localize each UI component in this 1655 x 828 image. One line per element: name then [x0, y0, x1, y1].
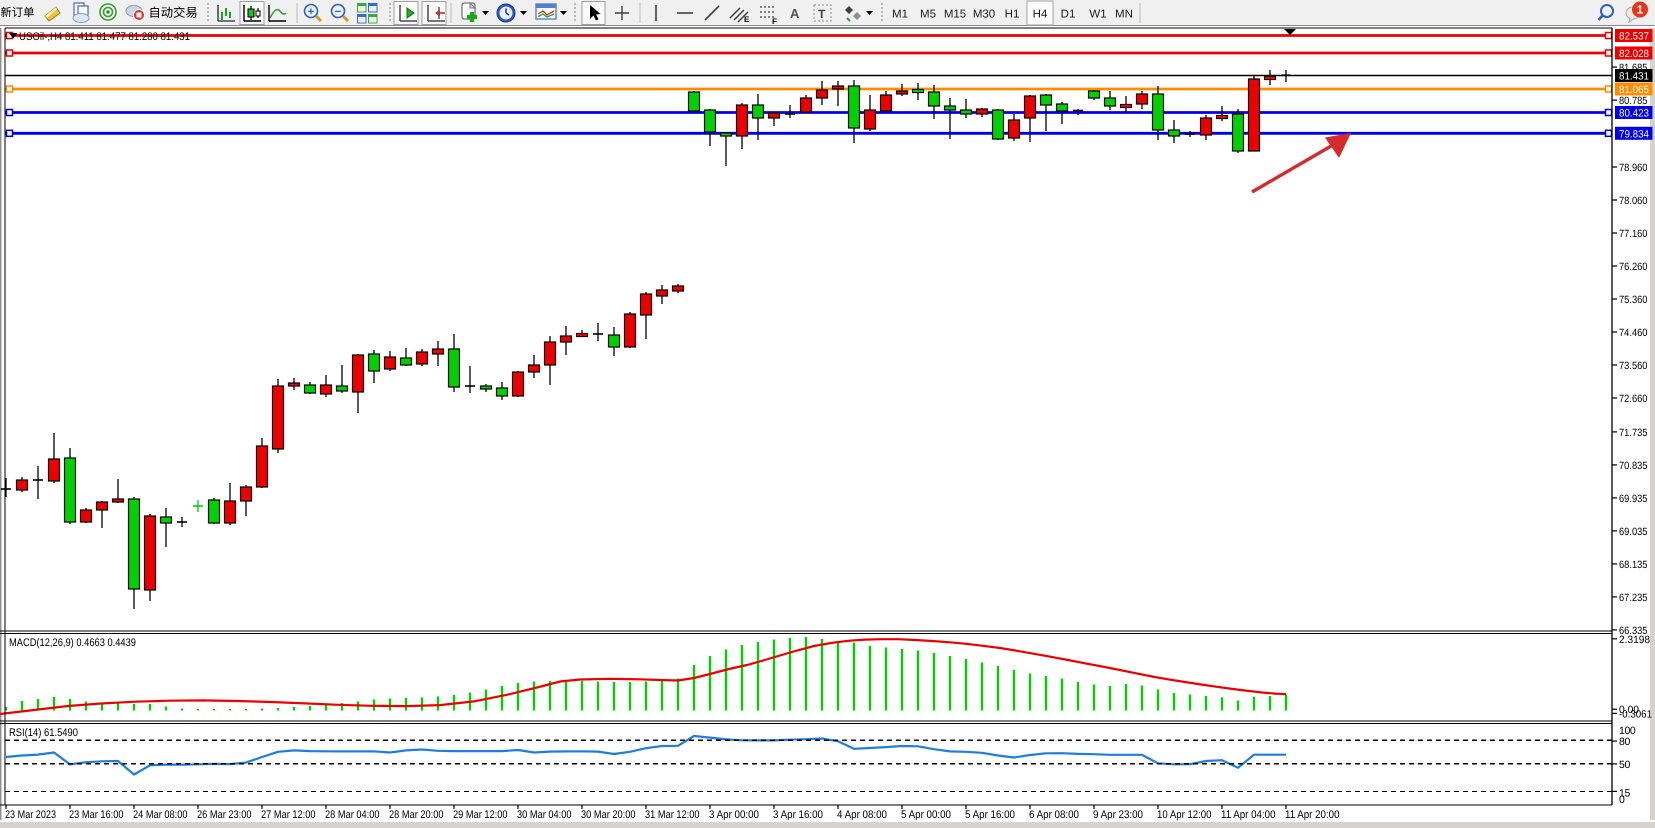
- svg-text:28 Mar 20:00: 28 Mar 20:00: [389, 809, 444, 821]
- svg-text:T: T: [818, 7, 826, 21]
- svg-text:M15: M15: [944, 9, 966, 21]
- svg-text:E: E: [744, 15, 750, 24]
- svg-text:50: 50: [1619, 759, 1630, 771]
- svg-text:78.960: 78.960: [1619, 162, 1648, 174]
- svg-text:70.835: 70.835: [1619, 460, 1648, 472]
- svg-text:76.260: 76.260: [1619, 261, 1648, 273]
- svg-text:66.335: 66.335: [1619, 625, 1648, 637]
- svg-text:80.785: 80.785: [1619, 95, 1648, 107]
- svg-text:30 Mar 04:00: 30 Mar 04:00: [517, 809, 572, 821]
- svg-text:F: F: [772, 17, 777, 26]
- svg-text:M1: M1: [892, 9, 908, 21]
- svg-text:USOil-,H4 81.411 81.477 81.28: USOil-,H4 81.411 81.477 81.280 81.431: [19, 31, 190, 43]
- svg-text:69.935: 69.935: [1619, 493, 1648, 505]
- svg-text:30 Mar 20:00: 30 Mar 20:00: [581, 809, 636, 821]
- svg-text:MN: MN: [1115, 9, 1133, 21]
- svg-text:72.660: 72.660: [1619, 393, 1648, 405]
- svg-text:9 Apr 23:00: 9 Apr 23:00: [1093, 809, 1143, 821]
- svg-text:M5: M5: [920, 9, 936, 21]
- svg-text:81.065: 81.065: [1619, 84, 1649, 96]
- svg-text:77.160: 77.160: [1619, 228, 1648, 240]
- svg-text:82.537: 82.537: [1619, 31, 1649, 43]
- svg-text:RSI(14) 61.5490: RSI(14) 61.5490: [9, 727, 78, 739]
- svg-text:W1: W1: [1089, 9, 1106, 21]
- svg-text:24 Mar 08:00: 24 Mar 08:00: [133, 809, 188, 821]
- svg-text:5 Apr 16:00: 5 Apr 16:00: [965, 809, 1015, 821]
- svg-text:-0.3061: -0.3061: [1619, 708, 1652, 720]
- svg-text:79.834: 79.834: [1619, 128, 1649, 140]
- svg-text:80.423: 80.423: [1619, 108, 1649, 120]
- svg-text:15: 15: [1619, 788, 1630, 800]
- svg-text:26 Mar 23:00: 26 Mar 23:00: [197, 809, 252, 821]
- svg-text:5 Apr 00:00: 5 Apr 00:00: [901, 809, 951, 821]
- svg-text:82.028: 82.028: [1619, 48, 1649, 60]
- svg-text:11 Apr 04:00: 11 Apr 04:00: [1221, 809, 1276, 821]
- svg-text:31 Mar 12:00: 31 Mar 12:00: [645, 809, 700, 821]
- svg-text:23 Mar 16:00: 23 Mar 16:00: [69, 809, 124, 821]
- svg-text:0.00: 0.00: [1619, 704, 1639, 716]
- svg-text:81.431: 81.431: [1619, 71, 1649, 83]
- svg-text:68.135: 68.135: [1619, 559, 1648, 571]
- svg-text:67.235: 67.235: [1619, 592, 1648, 604]
- svg-text:H4: H4: [1033, 9, 1048, 21]
- svg-text:H1: H1: [1005, 9, 1020, 21]
- svg-text:MACD(12,26,9) 0.4663 0.4439: MACD(12,26,9) 0.4663 0.4439: [9, 637, 136, 649]
- svg-text:23 Mar 2023: 23 Mar 2023: [5, 809, 56, 821]
- svg-text:75.360: 75.360: [1619, 294, 1648, 306]
- svg-text:6 Apr 08:00: 6 Apr 08:00: [1029, 809, 1079, 821]
- svg-text:100: 100: [1619, 725, 1636, 737]
- svg-text:10 Apr 12:00: 10 Apr 12:00: [1157, 809, 1212, 821]
- svg-text:69.035: 69.035: [1619, 526, 1648, 538]
- svg-text:+: +: [308, 6, 314, 18]
- svg-text:2.3198: 2.3198: [1619, 634, 1650, 646]
- svg-text:3 Apr 00:00: 3 Apr 00:00: [709, 809, 759, 821]
- svg-text:78.060: 78.060: [1619, 195, 1648, 207]
- svg-text:D1: D1: [1061, 9, 1076, 21]
- svg-text:1: 1: [1637, 3, 1644, 17]
- svg-text:80: 80: [1619, 736, 1630, 748]
- svg-text:A: A: [790, 6, 800, 21]
- svg-text:27 Mar 12:00: 27 Mar 12:00: [261, 809, 316, 821]
- svg-text:4 Apr 08:00: 4 Apr 08:00: [837, 809, 887, 821]
- svg-text:73.560: 73.560: [1619, 360, 1648, 372]
- svg-text:0: 0: [1619, 794, 1625, 806]
- svg-text:11 Apr 20:00: 11 Apr 20:00: [1285, 809, 1340, 821]
- svg-text:−: −: [335, 6, 341, 18]
- svg-text:29 Mar 12:00: 29 Mar 12:00: [453, 809, 508, 821]
- svg-text:28 Mar 04:00: 28 Mar 04:00: [325, 809, 380, 821]
- svg-text:3 Apr 16:00: 3 Apr 16:00: [773, 809, 823, 821]
- svg-text:71.735: 71.735: [1619, 427, 1648, 439]
- svg-text:74.460: 74.460: [1619, 327, 1648, 339]
- svg-text:M30: M30: [973, 9, 995, 21]
